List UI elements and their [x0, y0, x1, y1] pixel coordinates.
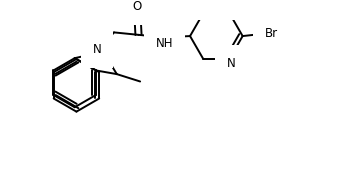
Text: N: N [227, 57, 236, 70]
Text: NH: NH [155, 37, 173, 50]
Text: O: O [133, 0, 142, 13]
Text: N: N [92, 43, 101, 56]
Text: Br: Br [265, 27, 278, 40]
